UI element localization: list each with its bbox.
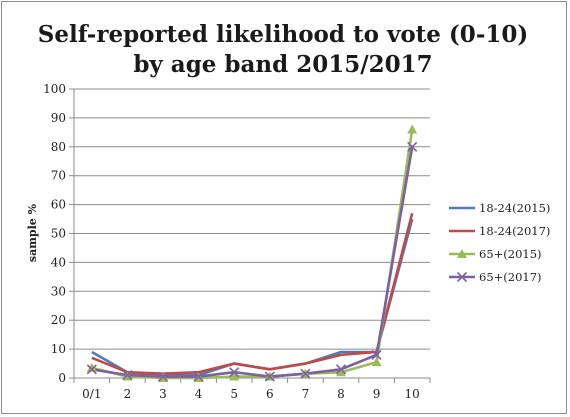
data-point-marker [229, 367, 240, 378]
series-line-3 [91, 146, 414, 378]
x-tick-label: 5 [230, 387, 238, 401]
x-tick-label: 3 [159, 387, 167, 401]
y-tick-label: 60 [51, 198, 66, 212]
data-point-marker [193, 371, 204, 382]
data-point-marker [86, 362, 97, 372]
legend-label: 65+(2015) [479, 247, 542, 261]
legend-item: 65+(2015) [449, 247, 542, 261]
y-tick-label: 30 [51, 284, 66, 298]
data-point-marker [86, 364, 97, 375]
x-tick-label: 4 [195, 387, 203, 401]
x-tick-label: 7 [302, 387, 310, 401]
legend-marker [456, 271, 468, 283]
x-tick-label: 9 [373, 387, 381, 401]
y-tick-label: 80 [51, 140, 66, 154]
data-point-marker [336, 367, 346, 377]
y-tick-label: 90 [51, 111, 66, 125]
data-point-marker [229, 371, 240, 381]
x-tick-label: 8 [337, 387, 345, 401]
y-axis-label: sample % [26, 203, 39, 262]
legend-item: 65+(2017) [449, 270, 542, 284]
series-line-1 [91, 212, 414, 375]
legend-label: 65+(2017) [479, 270, 542, 284]
data-point-marker [122, 370, 133, 381]
chart-title-line2: by age band 2015/2017 [133, 51, 432, 78]
x-tick-label: 2 [124, 387, 132, 401]
data-point-marker [407, 141, 418, 152]
series-line-2 [91, 129, 414, 380]
data-point-marker [264, 371, 275, 382]
legend-item: 18-24(2015) [449, 201, 550, 215]
data-point-marker [157, 371, 169, 382]
y-tick-label: 10 [51, 342, 66, 356]
x-tick-label: 10 [405, 387, 420, 401]
chart-title-line1: Self-reported likelihood to vote (0-10) [38, 21, 529, 48]
legend-item: 18-24(2017) [449, 224, 550, 238]
y-tick-label: 70 [51, 169, 66, 183]
y-tick-label: 40 [51, 255, 66, 269]
y-tick-label: 0 [58, 371, 66, 385]
data-point-marker [300, 368, 311, 379]
legend-label: 18-24(2017) [479, 224, 550, 238]
data-point-marker [371, 357, 382, 367]
y-tick-label: 100 [43, 82, 66, 96]
data-point-marker [407, 124, 418, 134]
x-tick-label: 0/1 [82, 387, 101, 401]
x-tick-label: 6 [266, 387, 274, 401]
legend-label: 18-24(2015) [479, 201, 550, 215]
data-point-marker [335, 364, 347, 375]
y-tick-label: 50 [51, 227, 66, 241]
legend-marker [457, 249, 467, 258]
data-point-marker [371, 349, 382, 360]
y-tick-label: 20 [51, 313, 66, 327]
